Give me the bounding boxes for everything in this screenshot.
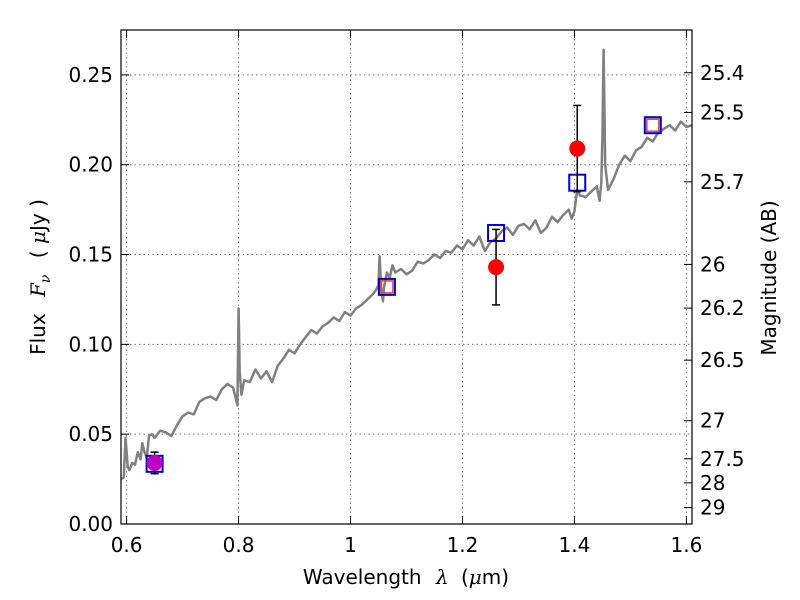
observed-point: [146, 454, 163, 471]
x-tick-label: 1.2: [447, 533, 479, 557]
y-tick-label: 0.10: [68, 332, 113, 356]
x-axis-unit-suffix: m): [482, 565, 509, 589]
mag-tick-label: 26.2: [700, 296, 745, 320]
x-axis-label: Wavelength λ (μm): [303, 565, 509, 589]
x-tick-label: 0.6: [111, 533, 143, 557]
y-axis-subscript: ν: [38, 274, 54, 283]
y-axis-unit-suffix: Jy ): [26, 199, 50, 233]
right-axis-label-group: Magnitude (AB): [757, 200, 781, 355]
model-inner-marker: [646, 118, 660, 132]
mag-tick-label: 27.5: [700, 447, 745, 471]
y-axis-label-text: Flux: [26, 313, 50, 355]
y-axis-symbol: F: [26, 282, 50, 298]
y-axis-label: Flux Fν ( μJy ): [26, 199, 55, 355]
y-tick-label: 0.00: [68, 512, 113, 536]
mag-tick-label: 26: [700, 252, 725, 276]
x-tick-label: 0.8: [223, 533, 255, 557]
mag-tick-label: 26.5: [700, 348, 745, 372]
y-tick-label: 0.05: [68, 422, 113, 446]
observed-point: [488, 259, 505, 276]
mag-tick-label: 29: [700, 496, 725, 520]
mag-tick-label: 27: [700, 409, 725, 433]
markers-layer: [145, 104, 662, 475]
spectrum-layer: [120, 48, 693, 481]
y-axis-unit-prefix: (: [26, 244, 50, 258]
mag-tick-label: 28: [700, 471, 725, 495]
spectrum-line: [120, 48, 693, 481]
y-tick-label: 0.20: [68, 153, 113, 177]
right-axis-label: Magnitude (AB): [757, 200, 781, 355]
model-marker: [643, 116, 662, 135]
mag-tick-label: 25.5: [700, 100, 745, 124]
x-axis-unit-mu: μ: [469, 565, 482, 589]
model-marker: [377, 277, 396, 296]
x-tick-label: 1: [344, 533, 357, 557]
observed-point: [569, 140, 586, 157]
y-tick-label: 0.25: [68, 63, 113, 87]
x-tick-label: 1.6: [670, 533, 702, 557]
y-axis-label-group: Flux Fν ( μJy ): [26, 199, 55, 355]
plot-frame: [120, 29, 693, 525]
x-tick-label: 1.4: [559, 533, 591, 557]
mag-tick-label: 25.7: [700, 170, 745, 194]
model-inner-marker: [380, 280, 394, 294]
x-axis-symbol: λ: [435, 565, 449, 589]
y-tick-label: 0.15: [68, 243, 113, 267]
y-axis-unit-mu: μ: [26, 231, 50, 244]
x-axis-label-text: Wavelength: [303, 565, 422, 589]
x-axis-unit-prefix: (: [461, 565, 469, 589]
ticks: 0.6 0.8 1 1.2 1.4 1.6 0.00 0.05 0.10 0.15 0.20 0.25…: [68, 30, 745, 557]
mag-tick-label: 25.4: [700, 61, 745, 85]
